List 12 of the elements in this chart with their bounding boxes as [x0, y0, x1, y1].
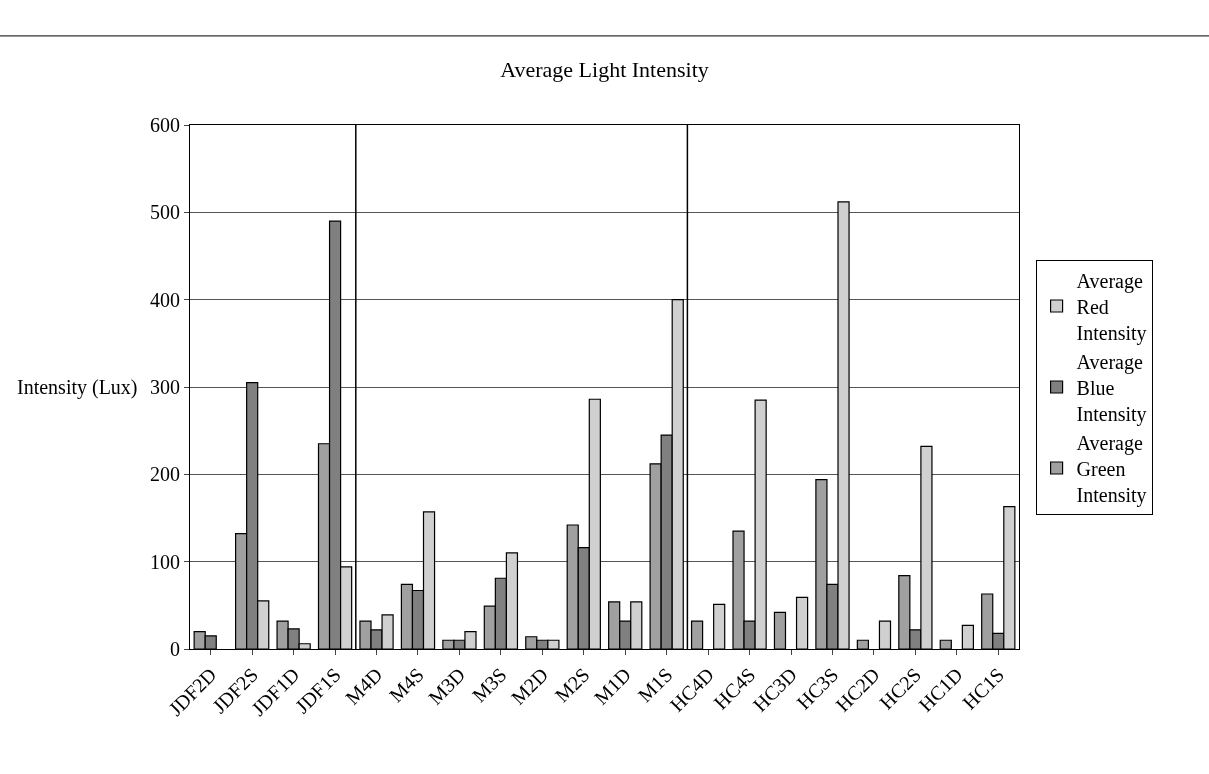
legend-label: Average Red Intensity: [1076, 269, 1147, 345]
y-tick-label: 400: [150, 288, 180, 311]
y-tick-label: 500: [150, 201, 180, 224]
legend-label: Average Green Intensity: [1076, 431, 1147, 507]
y-tick-label: 0: [170, 638, 180, 660]
y-tick-label: 300: [150, 376, 180, 398]
y-tick-label: 600: [150, 114, 180, 136]
y-axis-title: Intensity (Lux): [17, 376, 138, 399]
y-tick-label: 100: [150, 550, 180, 573]
legend-label: Average Blue Intensity: [1076, 350, 1147, 426]
chart-title: Average Light Intensity: [500, 57, 709, 83]
y-tick-label: 200: [150, 463, 180, 486]
